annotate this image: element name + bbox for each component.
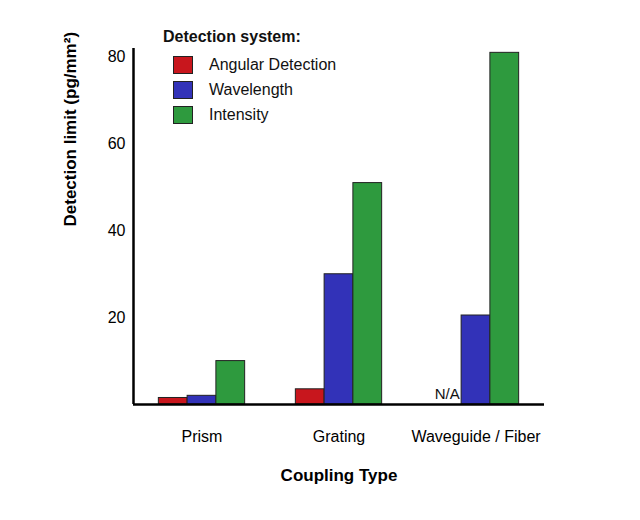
html-text:Angular Detection: Angular Detection (209, 55, 337, 73)
svg-text:Coupling Type: Coupling Type (281, 466, 398, 485)
svg-text:Waveguide / Fiber: Waveguide / Fiber (411, 428, 541, 445)
svg-text:N/A: N/A (435, 385, 460, 402)
svg-text:Detection limit (pg/mm²): Detection limit (pg/mm²) (61, 32, 80, 227)
svg-text:80: 80 (108, 48, 126, 65)
svg-text:60: 60 (108, 135, 126, 152)
html-text:Detection system:: Detection system: (163, 28, 301, 45)
html-text:Wavelength: Wavelength (209, 80, 293, 98)
html-text:Intensity: Intensity (209, 105, 269, 123)
svg-text:Grating: Grating (313, 428, 365, 445)
svg-text:20: 20 (108, 309, 126, 326)
svg-text:Prism: Prism (182, 428, 223, 445)
svg-text:40: 40 (108, 222, 126, 239)
